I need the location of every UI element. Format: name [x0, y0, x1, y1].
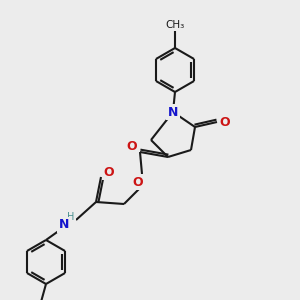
Text: O: O: [133, 176, 143, 188]
Text: CH₃: CH₃: [165, 20, 184, 30]
Text: O: O: [127, 140, 137, 154]
Text: O: O: [104, 166, 114, 178]
Text: O: O: [220, 116, 230, 128]
Text: N: N: [168, 106, 178, 118]
Text: H: H: [67, 212, 75, 222]
Text: N: N: [59, 218, 69, 232]
